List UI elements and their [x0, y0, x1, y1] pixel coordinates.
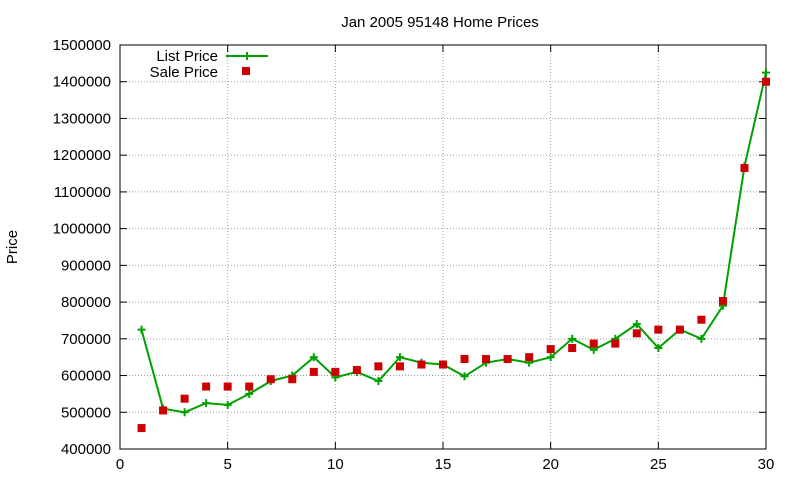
- list-price-point: [202, 399, 211, 408]
- y-tick-label: 1100000: [54, 184, 111, 201]
- list-price-point: [654, 344, 663, 352]
- y-axis: 400000 500000 600000 700000 800000 900000 1000…: [53, 37, 766, 458]
- y-tick-label: 1000000: [53, 221, 111, 238]
- sale-price-point: [697, 315, 706, 324]
- sale-price-point: [288, 375, 297, 384]
- y-tick-label: 1200000: [53, 147, 111, 164]
- sale-price-point: [180, 394, 189, 403]
- legend-swatch-list-price: [226, 52, 268, 60]
- sale-price-point: [654, 325, 663, 334]
- list-price-point: [395, 353, 404, 362]
- sale-price-point: [137, 424, 146, 433]
- list-price-point: [137, 325, 146, 334]
- sale-price-point: [632, 329, 641, 338]
- sale-price-point: [159, 406, 168, 415]
- sale-price-point: [675, 325, 684, 334]
- sale-price-point: [374, 362, 383, 371]
- sale-price-point: [611, 339, 620, 348]
- y-tick-label: 1500000: [53, 37, 111, 54]
- y-tick-label: 900000: [61, 257, 111, 274]
- x-tick-label: 5: [223, 456, 231, 473]
- x-tick-label: 15: [435, 456, 452, 473]
- sale-price-point: [309, 367, 318, 376]
- y-tick-label: 500000: [61, 404, 111, 421]
- list-price-point: [245, 389, 254, 398]
- list-price-point: [632, 320, 641, 329]
- x-tick-label: 30: [758, 456, 775, 473]
- x-tick-label: 25: [650, 456, 667, 473]
- y-axis-label: Price: [4, 230, 21, 264]
- x-tick-label: 20: [542, 456, 559, 473]
- sale-price-point: [223, 382, 232, 391]
- sale-price-point: [740, 164, 749, 173]
- legend-swatch-sale-price: [242, 67, 250, 75]
- sale-price-point: [482, 355, 491, 364]
- list-price-point: [374, 377, 383, 386]
- list-price-point: [309, 353, 318, 362]
- x-tick-label: 10: [327, 456, 344, 473]
- sale-price-point: [395, 362, 404, 371]
- list-price-point: [180, 408, 189, 417]
- x-tick-label: 0: [116, 456, 124, 473]
- series-list-price: [137, 68, 770, 417]
- x-axis: 0 5 10 15 20 25 30: [116, 45, 775, 473]
- sale-price-point: [439, 360, 447, 369]
- legend-label-sale-price: Sale Price: [150, 64, 218, 81]
- sale-price-point: [417, 360, 426, 369]
- sale-price-point: [331, 367, 340, 376]
- sale-price-point: [718, 296, 727, 305]
- sale-price-point: [525, 353, 534, 362]
- y-tick-label: 400000: [61, 441, 111, 458]
- grid-lines: [120, 45, 766, 449]
- sale-price-point: [568, 344, 577, 352]
- list-price-point: [460, 372, 469, 381]
- y-tick-label: 600000: [61, 368, 111, 385]
- legend: List Price Sale Price: [150, 48, 268, 81]
- sale-price-point: [202, 382, 211, 391]
- list-price-line: [140, 72, 767, 414]
- legend-marker-sample: [242, 67, 250, 75]
- list-price-point: [223, 400, 232, 409]
- list-price-point: [568, 334, 577, 343]
- legend-marker-sample: [243, 52, 251, 60]
- legend-label-list-price: List Price: [156, 48, 218, 65]
- sale-price-point: [503, 355, 512, 364]
- sale-price-point: [589, 339, 598, 348]
- y-tick-label: 1300000: [53, 110, 111, 127]
- sale-price-point: [266, 375, 275, 384]
- sale-price-point: [460, 355, 469, 364]
- sale-price-point: [352, 366, 361, 375]
- y-tick-label: 700000: [61, 331, 111, 348]
- series-sale-price: [137, 77, 770, 433]
- list-price-point: [762, 68, 770, 77]
- sale-price-point: [245, 382, 254, 391]
- sale-price-point: [546, 345, 555, 354]
- y-tick-label: 800000: [61, 294, 111, 311]
- y-tick-label: 1400000: [53, 74, 111, 91]
- chart-title: Jan 2005 95148 Home Prices: [341, 14, 539, 31]
- list-price-point: [546, 353, 555, 362]
- sale-price-point: [762, 77, 770, 86]
- list-price-point: [697, 334, 706, 343]
